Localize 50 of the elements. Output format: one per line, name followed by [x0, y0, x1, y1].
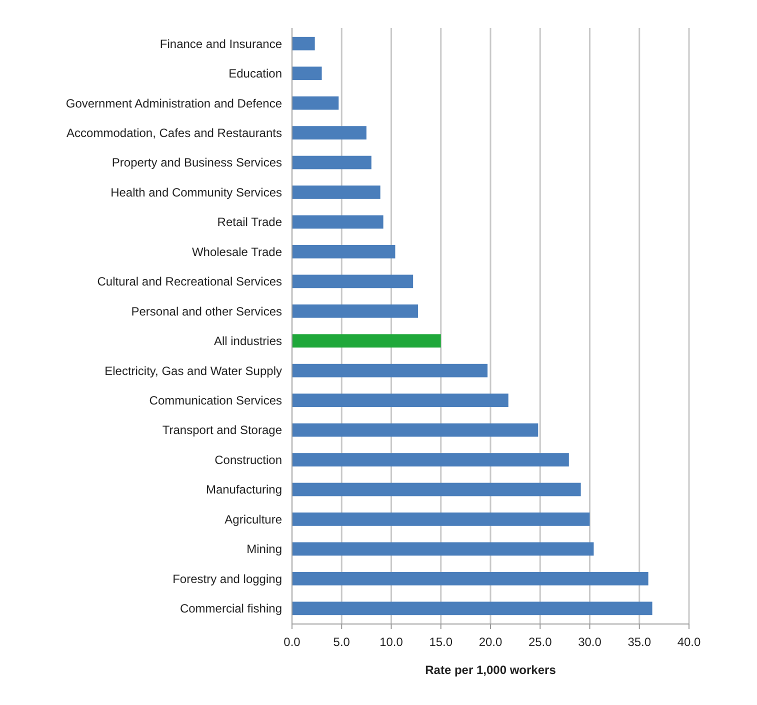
bar: [292, 364, 488, 378]
x-tick-label: 0.0: [284, 635, 301, 649]
y-tick-label: Construction: [214, 452, 282, 467]
y-tick-label: Education: [228, 66, 282, 81]
bar: [292, 156, 372, 170]
y-tick-label: Agriculture: [224, 512, 282, 526]
y-tick-label: All industries: [214, 334, 282, 348]
bar: [292, 186, 380, 199]
bar: [292, 245, 396, 258]
bar: [292, 394, 508, 408]
y-tick-label: Accommodation, Cafes and Restaurants: [66, 126, 282, 140]
x-tick-label: 30.0: [578, 635, 602, 649]
bar: [292, 334, 441, 348]
y-tick-label: Mining: [246, 542, 282, 556]
bar: [292, 423, 538, 437]
bar: [292, 66, 322, 80]
y-tick-label: Cultural and Recreational Services: [97, 274, 282, 289]
y-tick-label: Electricity, Gas and Water Supply: [104, 364, 282, 378]
bar: [292, 482, 581, 496]
y-tick-label: Personal and other Services: [131, 304, 282, 318]
x-axis-title: Rate per 1,000 workers: [425, 663, 556, 677]
y-tick-label: Retail Trade: [217, 215, 282, 230]
y-tick-label: Finance and Insurance: [160, 36, 282, 51]
bar: [292, 453, 569, 466]
x-tick-label: 5.0: [333, 635, 350, 649]
x-tick-label: 15.0: [429, 635, 453, 649]
bar: [292, 36, 315, 50]
x-tick-label: 10.0: [380, 635, 404, 649]
y-tick-label: Forestry and logging: [172, 572, 282, 586]
y-tick-label: Communication Services: [149, 394, 282, 408]
bar: [292, 572, 648, 586]
y-tick-label: Property and Business Services: [112, 156, 282, 170]
bar: [292, 602, 652, 616]
y-tick-label: Commercial fishing: [180, 602, 282, 616]
bar: [292, 304, 418, 318]
y-tick-label: Manufacturing: [206, 482, 282, 497]
y-tick-label: Wholesale Trade: [192, 244, 282, 259]
bar: [292, 512, 590, 526]
x-tick-label: 20.0: [478, 635, 502, 649]
y-tick-label: Transport and Storage: [162, 423, 282, 438]
bar: [292, 126, 366, 140]
bar: [292, 542, 594, 556]
x-tick-label: 35.0: [628, 635, 652, 649]
y-tick-label: Health and Community Services: [110, 185, 282, 200]
x-tick-label: 25.0: [528, 635, 552, 649]
bar: [292, 215, 384, 229]
bar: [292, 274, 414, 288]
x-tick-label: 40.0: [677, 635, 701, 649]
y-tick-label: Government Administration and Defence: [66, 96, 282, 110]
bar: [292, 96, 339, 110]
